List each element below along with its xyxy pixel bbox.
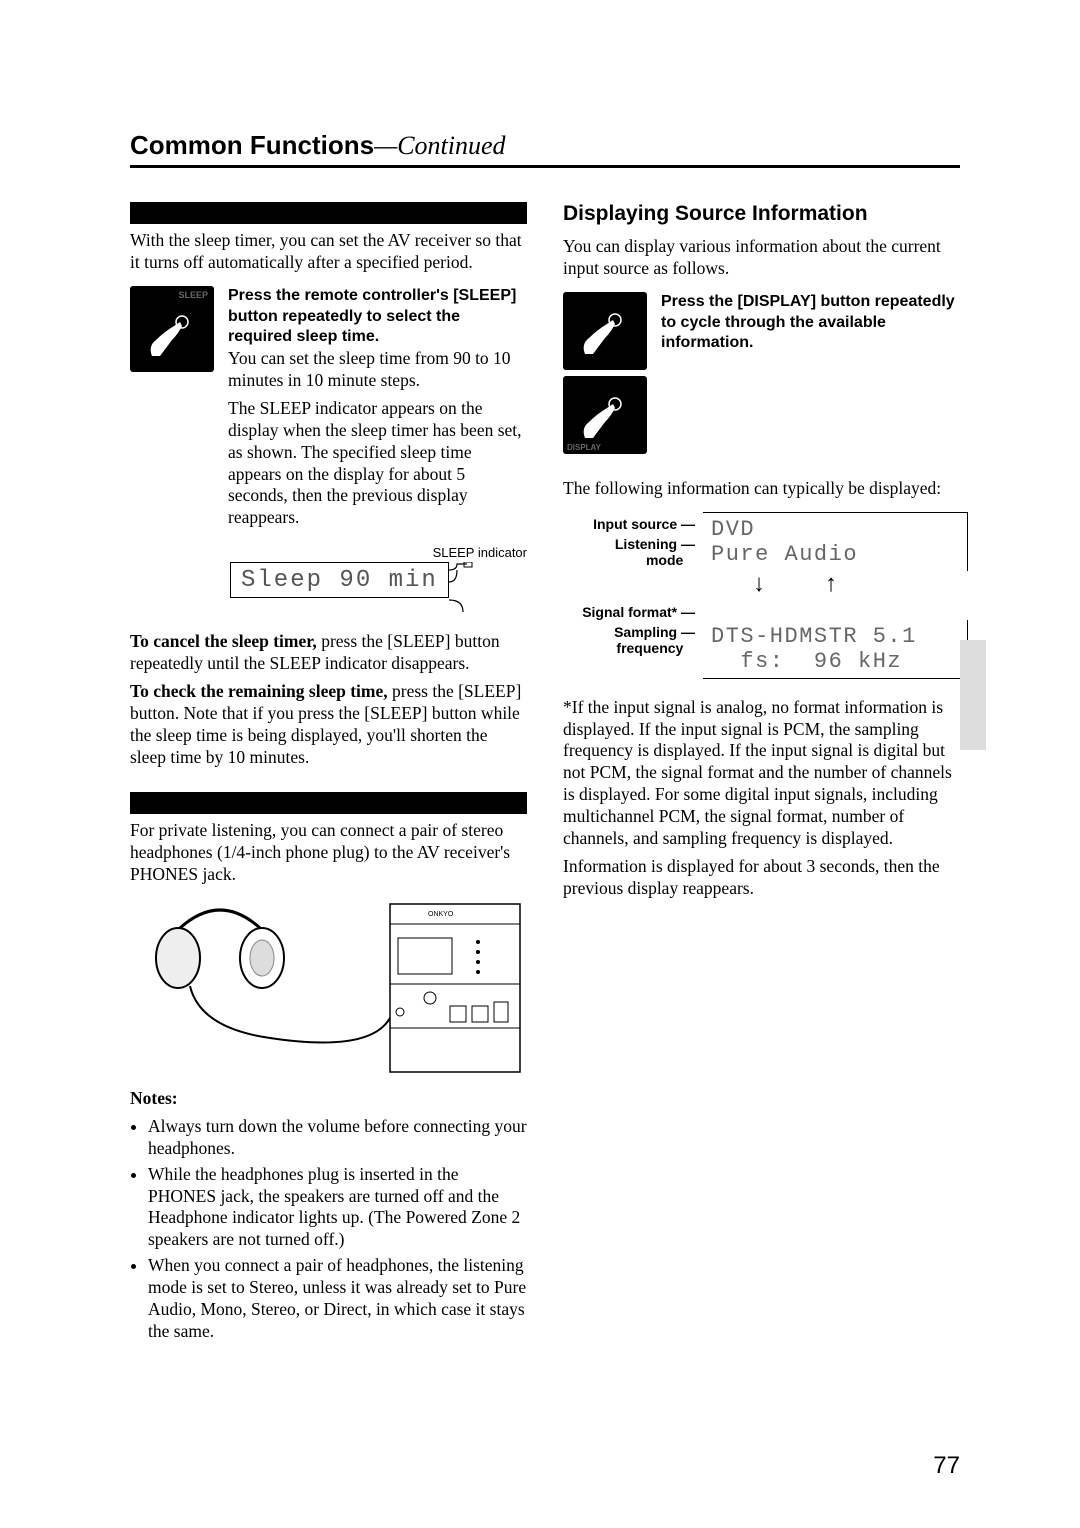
info-display-figure: Input source — Listening — mode Signal f… xyxy=(563,512,960,679)
note-item: While the headphones plug is inserted in… xyxy=(148,1164,527,1252)
sleep-step-body2: The SLEEP indicator appears on the displ… xyxy=(228,398,527,529)
remote-icon-label: SLEEP xyxy=(178,290,208,300)
title-main: Common Functions xyxy=(130,130,374,160)
note-item: When you connect a pair of headphones, t… xyxy=(148,1255,527,1343)
left-column: With the sleep timer, you can set the AV… xyxy=(130,202,527,1347)
display-step-block: DISPLAY Press the [DISPLAY] button repea… xyxy=(563,292,960,460)
headphone-figure: ONKYO xyxy=(130,898,527,1078)
remote-icon-sleep: SLEEP xyxy=(130,286,214,372)
sleep-indicator-label: SLEEP indicator xyxy=(230,545,527,560)
lcd-info-panel-2: DTS-HDMSTR 5.1 fs: 96 kHz xyxy=(703,620,968,679)
sleep-step-block: SLEEP Press the remote controller's [SLE… xyxy=(130,286,527,535)
sleep-step-body1: You can set the sleep time from 90 to 10… xyxy=(228,348,527,392)
section-bar-headphones xyxy=(130,792,527,814)
display-step-bold: Press the [DISPLAY] button repeatedly to… xyxy=(661,292,960,354)
footnote: *If the input signal is analog, no forma… xyxy=(563,697,960,850)
sleep-step-bold: Press the remote controller's [SLEEP] bu… xyxy=(228,286,527,348)
note-item: Always turn down the volume before conne… xyxy=(148,1116,527,1160)
lcd-info-panel-1: DVD Pure Audio xyxy=(703,512,968,571)
side-tab xyxy=(960,640,986,750)
page-title-row: Common Functions—Continued xyxy=(130,130,960,168)
remote-icon-display-2: DISPLAY xyxy=(563,376,647,454)
arrow-up-icon: ↑ xyxy=(825,571,837,598)
remote-icon-display-1 xyxy=(563,292,647,370)
cancel-sleep-text: To cancel the sleep timer, press the [SL… xyxy=(130,631,527,675)
sleep-display-figure: SLEEP indicator Sleep 90 min xyxy=(230,545,527,617)
hand-press-icon xyxy=(577,310,627,360)
sleep-intro: With the sleep timer, you can set the AV… xyxy=(130,230,527,274)
right-column: Displaying Source Information You can di… xyxy=(563,202,960,1347)
headphones-intro: For private listening, you can connect a… xyxy=(130,820,527,886)
icon-label: DISPLAY xyxy=(567,443,601,452)
title-sub: —Continued xyxy=(374,131,505,160)
display-time: Information is displayed for about 3 sec… xyxy=(563,856,960,900)
svg-text:ONKYO: ONKYO xyxy=(428,911,454,918)
check-sleep-text: To check the remaining sleep time, press… xyxy=(130,681,527,769)
display-intro: You can display various information abou… xyxy=(563,236,960,280)
hand-press-icon xyxy=(577,394,627,444)
callout-lines-icon xyxy=(449,562,479,617)
arrow-down-icon: ↓ xyxy=(753,571,765,598)
notes-list: Always turn down the volume before conne… xyxy=(130,1116,527,1343)
page-number: 77 xyxy=(933,1452,960,1480)
following-info: The following information can typically … xyxy=(563,478,960,500)
section-bar-sleep-timer xyxy=(130,202,527,224)
lcd-sleep-panel: Sleep 90 min xyxy=(230,562,449,598)
display-subheading: Displaying Source Information xyxy=(563,202,960,226)
notes-heading: Notes: xyxy=(130,1088,527,1110)
hand-press-icon xyxy=(144,312,194,362)
